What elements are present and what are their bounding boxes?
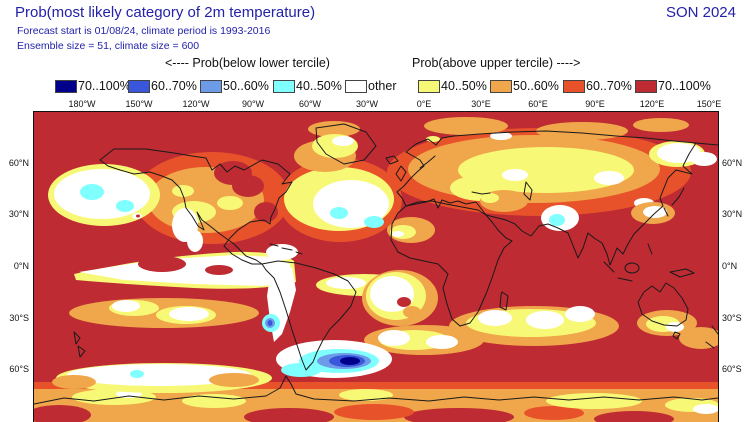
lon-tick-label: 90°E: [585, 99, 605, 109]
legend-header-below-tercile: <---- Prob(below lower tercile): [165, 56, 330, 70]
lat-tick-label: 30°S: [722, 313, 742, 323]
legend-item: 50..60%: [200, 78, 269, 94]
subtitle-forecast-start: Forecast start is 01/08/24, climate peri…: [17, 25, 271, 37]
legend-swatch: [418, 79, 440, 93]
legend-swatch: [200, 79, 222, 93]
lat-tick-label: 30°S: [9, 313, 29, 323]
world-map: [33, 111, 719, 422]
lat-tick-label: 0°N: [13, 261, 29, 271]
season-label: SON 2024: [665, 4, 736, 21]
legend-item-label: 50..60%: [513, 79, 559, 93]
lon-tick-label: 90°W: [241, 99, 265, 109]
lon-tick-label: 150°E: [696, 99, 722, 109]
legend-swatch: [273, 79, 295, 93]
legend-item: 40..50%: [418, 78, 487, 94]
map-canvas: [34, 112, 718, 422]
legend-item-label: 70..100%: [658, 79, 711, 93]
legend-item-label: 60..70%: [586, 79, 632, 93]
lon-tick-label: 180°W: [68, 99, 96, 109]
legend-swatch: [55, 79, 77, 93]
legend-swatch: [635, 79, 657, 93]
legend-item: 70..100%: [55, 78, 131, 94]
legend-item: 50..60%: [490, 78, 559, 94]
lat-tick-label: 60°S: [722, 364, 742, 374]
legend-swatch: [490, 79, 512, 93]
lat-tick-label: 30°N: [722, 209, 743, 219]
legend-item: 60..70%: [563, 78, 632, 94]
probability-field: [34, 112, 718, 422]
lon-tick-label: 60°E: [528, 99, 548, 109]
legend-item: 60..70%: [128, 78, 197, 94]
lon-tick-label: 30°E: [471, 99, 491, 109]
legend-item-label: 40..50%: [296, 79, 342, 93]
legend-swatch: [128, 79, 150, 93]
legend-item-label: 70..100%: [78, 79, 131, 93]
legend-swatch: [563, 79, 585, 93]
legend-item-label: other: [368, 79, 397, 93]
lon-tick-label: 150°W: [125, 99, 153, 109]
lat-tick-label: 60°N: [8, 158, 29, 168]
legend-swatch: [345, 79, 367, 93]
subtitle-ensemble-size: Ensemble size = 51, climate size = 600: [17, 40, 200, 52]
lat-tick-label: 60°N: [722, 158, 743, 168]
lat-tick-label: 60°S: [9, 364, 29, 374]
legend-item-label: 50..60%: [223, 79, 269, 93]
legend-item: 40..50%: [273, 78, 342, 94]
lon-tick-label: 30°W: [355, 99, 379, 109]
lon-tick-label: 60°W: [298, 99, 322, 109]
lon-tick-label: 0°E: [416, 99, 432, 109]
legend-item-label: 40..50%: [441, 79, 487, 93]
legend-header-above-tercile: Prob(above upper tercile) ---->: [412, 56, 581, 70]
chart-title: Prob(most likely category of 2m temperat…: [15, 4, 316, 21]
lat-tick-label: 30°N: [8, 209, 29, 219]
lat-tick-label: 0°N: [722, 261, 738, 271]
legend-item: 70..100%: [635, 78, 711, 94]
lon-tick-label: 120°E: [639, 99, 665, 109]
legend-item-label: 60..70%: [151, 79, 197, 93]
legend-item: other: [345, 78, 397, 94]
lon-tick-label: 120°W: [182, 99, 210, 109]
coastlines: [34, 123, 718, 405]
